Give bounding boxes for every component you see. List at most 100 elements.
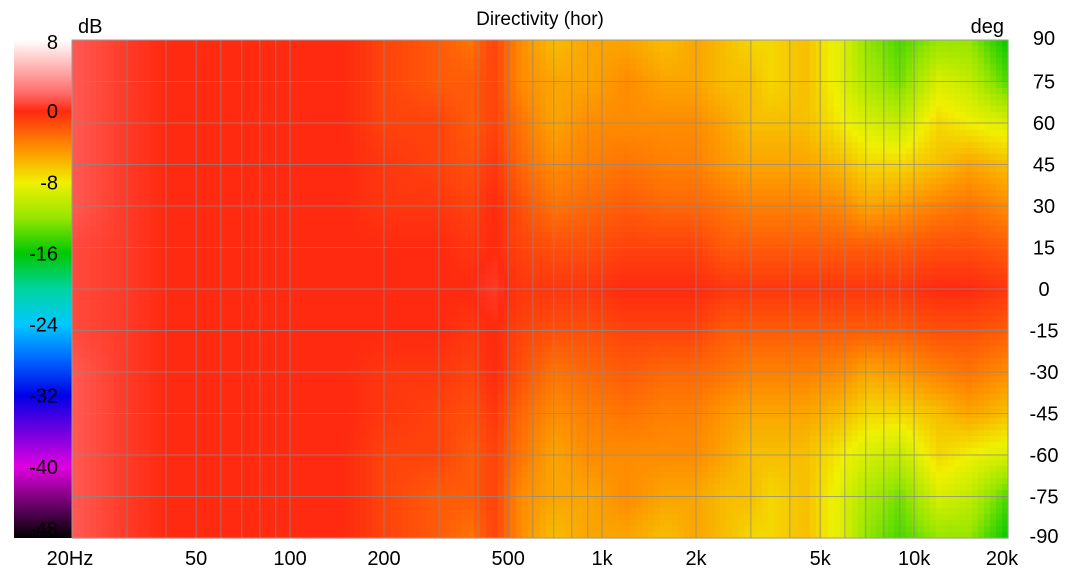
heatmap-cell [276, 208, 283, 215]
heatmap-cell [696, 130, 703, 137]
heatmap-cell [240, 214, 247, 221]
heatmap-cell [720, 166, 727, 173]
heatmap-cell [846, 94, 853, 101]
heatmap-cell [444, 64, 451, 71]
heatmap-cell [204, 82, 211, 89]
heatmap-cell [354, 100, 361, 107]
heatmap-cell [492, 118, 499, 125]
heatmap-cell [138, 58, 145, 65]
heatmap-cell [438, 94, 445, 101]
heatmap-cell [276, 70, 283, 77]
heatmap-cell [648, 112, 655, 119]
heatmap-cell [474, 124, 481, 131]
heatmap-cell [918, 136, 925, 143]
heatmap-cell [582, 76, 589, 83]
heatmap-cell [774, 118, 781, 125]
heatmap-cell [582, 106, 589, 113]
heatmap-cell [114, 112, 121, 119]
heatmap-cell [642, 172, 649, 179]
heatmap-cell [804, 166, 811, 173]
heatmap-cell [786, 76, 793, 83]
heatmap-cell [876, 166, 883, 173]
heatmap-cell [648, 190, 655, 197]
heatmap-cell [426, 178, 433, 185]
heatmap-cell [900, 220, 907, 227]
heatmap-cell [162, 58, 169, 65]
heatmap-cell [720, 214, 727, 221]
heatmap-cell [528, 148, 535, 155]
heatmap-cell [270, 88, 277, 95]
heatmap-cell [870, 190, 877, 197]
heatmap-cell [372, 214, 379, 221]
heatmap-cell [294, 166, 301, 173]
heatmap-cell [612, 58, 619, 65]
heatmap-cell [306, 76, 313, 83]
heatmap-cell [474, 40, 481, 47]
heatmap-cell [438, 178, 445, 185]
heatmap-cell [222, 52, 229, 59]
heatmap-cell [522, 226, 529, 233]
heatmap-cell [504, 70, 511, 77]
heatmap-cell [450, 226, 457, 233]
heatmap-cell [186, 202, 193, 209]
heatmap-cell [972, 52, 979, 59]
heatmap-cell [372, 130, 379, 137]
heatmap-cell [468, 148, 475, 155]
heatmap-cell [96, 184, 103, 191]
heatmap-cell [234, 196, 241, 203]
heatmap-cell [612, 88, 619, 95]
heatmap-cell [954, 178, 961, 185]
heatmap-cell [132, 106, 139, 113]
heatmap-cell [114, 136, 121, 143]
heatmap-cell [852, 64, 859, 71]
heatmap-cell [228, 76, 235, 83]
heatmap-cell [192, 202, 199, 209]
heatmap-cell [690, 52, 697, 59]
heatmap-cell [822, 178, 829, 185]
heatmap-cell [330, 106, 337, 113]
heatmap-cell [258, 106, 265, 113]
heatmap-cell [156, 178, 163, 185]
heatmap-cell [570, 58, 577, 65]
heatmap-cell [168, 124, 175, 131]
heatmap-cell [816, 226, 823, 233]
heatmap-cell [180, 166, 187, 173]
heatmap-cell [990, 118, 997, 125]
heatmap-cell [234, 106, 241, 113]
heatmap-cell [720, 202, 727, 209]
heatmap-cell [660, 190, 667, 197]
heatmap-cell [1002, 154, 1009, 161]
heatmap-cell [144, 64, 151, 71]
heatmap-cell [954, 166, 961, 173]
heatmap-cell [180, 40, 187, 47]
heatmap-cell [156, 196, 163, 203]
heatmap-cell [174, 166, 181, 173]
heatmap-cell [810, 124, 817, 131]
heatmap-cell [420, 58, 427, 65]
heatmap-cell [684, 52, 691, 59]
heatmap-cell [522, 160, 529, 167]
heatmap-cell [324, 154, 331, 161]
heatmap-cell [432, 184, 439, 191]
heatmap-cell [570, 172, 577, 179]
heatmap-cell [696, 214, 703, 221]
heatmap-cell [264, 130, 271, 137]
heatmap-cell [714, 214, 721, 221]
heatmap-cell [594, 214, 601, 221]
heatmap-cell [744, 106, 751, 113]
heatmap-cell [270, 184, 277, 191]
heatmap-cell [852, 160, 859, 167]
heatmap-cell [318, 58, 325, 65]
heatmap-cell [960, 166, 967, 173]
heatmap-cell [522, 190, 529, 197]
heatmap-cell [216, 142, 223, 149]
heatmap-cell [396, 40, 403, 47]
heatmap-cell [162, 76, 169, 83]
heatmap-cell [492, 46, 499, 53]
heatmap-cell [852, 40, 859, 47]
heatmap-cell [666, 46, 673, 53]
heatmap-cell [996, 40, 1003, 47]
heatmap-cell [192, 214, 199, 221]
heatmap-cell [480, 196, 487, 203]
heatmap-cell [324, 58, 331, 65]
